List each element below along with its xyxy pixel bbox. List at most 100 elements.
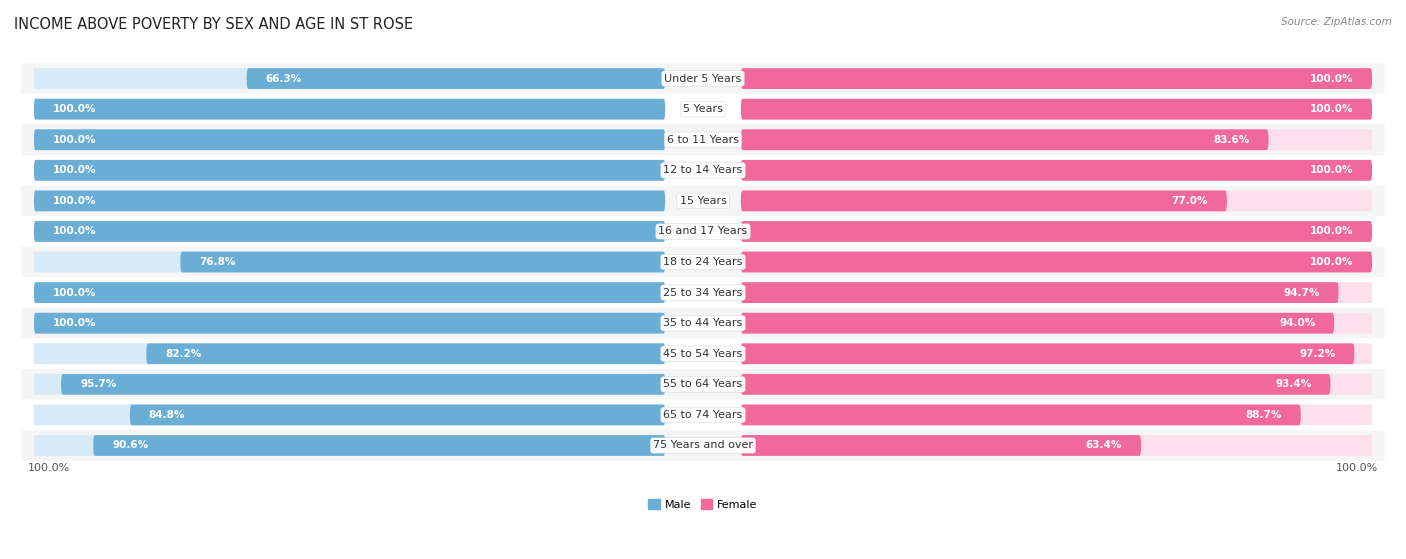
- FancyBboxPatch shape: [34, 99, 665, 120]
- Legend: Male, Female: Male, Female: [644, 495, 762, 514]
- FancyBboxPatch shape: [741, 374, 1372, 395]
- Text: 100.0%: 100.0%: [1336, 462, 1378, 472]
- FancyBboxPatch shape: [34, 313, 665, 334]
- FancyBboxPatch shape: [21, 277, 1385, 308]
- FancyBboxPatch shape: [21, 247, 1385, 277]
- Text: 100.0%: 100.0%: [28, 462, 70, 472]
- Text: 100.0%: 100.0%: [53, 104, 97, 114]
- FancyBboxPatch shape: [741, 435, 1142, 456]
- FancyBboxPatch shape: [34, 99, 665, 120]
- FancyBboxPatch shape: [34, 129, 665, 150]
- FancyBboxPatch shape: [21, 186, 1385, 216]
- FancyBboxPatch shape: [34, 343, 665, 364]
- Text: 15 Years: 15 Years: [679, 196, 727, 206]
- FancyBboxPatch shape: [34, 191, 665, 211]
- Text: 93.4%: 93.4%: [1275, 380, 1312, 389]
- FancyBboxPatch shape: [741, 191, 1372, 211]
- FancyBboxPatch shape: [34, 282, 665, 303]
- FancyBboxPatch shape: [146, 343, 665, 364]
- FancyBboxPatch shape: [741, 99, 1372, 120]
- FancyBboxPatch shape: [34, 435, 665, 456]
- Text: 100.0%: 100.0%: [53, 135, 97, 145]
- Text: 100.0%: 100.0%: [1309, 226, 1353, 236]
- FancyBboxPatch shape: [34, 313, 665, 334]
- Text: 90.6%: 90.6%: [112, 440, 148, 451]
- Text: 83.6%: 83.6%: [1213, 135, 1250, 145]
- FancyBboxPatch shape: [741, 99, 1372, 120]
- FancyBboxPatch shape: [741, 129, 1372, 150]
- FancyBboxPatch shape: [21, 369, 1385, 400]
- FancyBboxPatch shape: [246, 68, 665, 89]
- Text: 100.0%: 100.0%: [53, 196, 97, 206]
- FancyBboxPatch shape: [741, 160, 1372, 181]
- Text: 95.7%: 95.7%: [80, 380, 117, 389]
- FancyBboxPatch shape: [180, 252, 665, 272]
- Text: 82.2%: 82.2%: [166, 349, 201, 359]
- FancyBboxPatch shape: [741, 405, 1301, 425]
- FancyBboxPatch shape: [34, 160, 665, 181]
- FancyBboxPatch shape: [21, 125, 1385, 155]
- FancyBboxPatch shape: [34, 191, 665, 211]
- Text: Under 5 Years: Under 5 Years: [665, 74, 741, 84]
- FancyBboxPatch shape: [741, 282, 1339, 303]
- FancyBboxPatch shape: [741, 313, 1372, 334]
- Text: 66.3%: 66.3%: [266, 74, 302, 84]
- Text: 55 to 64 Years: 55 to 64 Years: [664, 380, 742, 389]
- Text: 94.0%: 94.0%: [1279, 318, 1315, 328]
- FancyBboxPatch shape: [741, 343, 1372, 364]
- Text: 100.0%: 100.0%: [53, 318, 97, 328]
- FancyBboxPatch shape: [741, 313, 1334, 334]
- FancyBboxPatch shape: [741, 129, 1268, 150]
- FancyBboxPatch shape: [741, 68, 1372, 89]
- FancyBboxPatch shape: [21, 430, 1385, 461]
- FancyBboxPatch shape: [21, 216, 1385, 247]
- FancyBboxPatch shape: [21, 94, 1385, 125]
- FancyBboxPatch shape: [34, 405, 665, 425]
- Text: 65 to 74 Years: 65 to 74 Years: [664, 410, 742, 420]
- Text: 84.8%: 84.8%: [149, 410, 186, 420]
- FancyBboxPatch shape: [741, 160, 1372, 181]
- FancyBboxPatch shape: [34, 252, 665, 272]
- FancyBboxPatch shape: [21, 400, 1385, 430]
- FancyBboxPatch shape: [21, 63, 1385, 94]
- Text: 18 to 24 Years: 18 to 24 Years: [664, 257, 742, 267]
- Text: 76.8%: 76.8%: [200, 257, 236, 267]
- FancyBboxPatch shape: [21, 308, 1385, 339]
- FancyBboxPatch shape: [34, 374, 665, 395]
- FancyBboxPatch shape: [741, 282, 1372, 303]
- Text: 100.0%: 100.0%: [1309, 257, 1353, 267]
- Text: 63.4%: 63.4%: [1085, 440, 1122, 451]
- Text: Source: ZipAtlas.com: Source: ZipAtlas.com: [1281, 17, 1392, 27]
- FancyBboxPatch shape: [741, 221, 1372, 242]
- FancyBboxPatch shape: [34, 221, 665, 242]
- FancyBboxPatch shape: [741, 374, 1330, 395]
- Text: 100.0%: 100.0%: [53, 165, 97, 176]
- Text: 94.7%: 94.7%: [1284, 288, 1320, 297]
- Text: 35 to 44 Years: 35 to 44 Years: [664, 318, 742, 328]
- Text: INCOME ABOVE POVERTY BY SEX AND AGE IN ST ROSE: INCOME ABOVE POVERTY BY SEX AND AGE IN S…: [14, 17, 413, 32]
- Text: 100.0%: 100.0%: [53, 288, 97, 297]
- Text: 77.0%: 77.0%: [1171, 196, 1208, 206]
- FancyBboxPatch shape: [741, 343, 1354, 364]
- FancyBboxPatch shape: [741, 68, 1372, 89]
- FancyBboxPatch shape: [21, 339, 1385, 369]
- Text: 16 and 17 Years: 16 and 17 Years: [658, 226, 748, 236]
- Text: 12 to 14 Years: 12 to 14 Years: [664, 165, 742, 176]
- FancyBboxPatch shape: [34, 160, 665, 181]
- Text: 5 Years: 5 Years: [683, 104, 723, 114]
- FancyBboxPatch shape: [34, 221, 665, 242]
- FancyBboxPatch shape: [60, 374, 665, 395]
- FancyBboxPatch shape: [21, 155, 1385, 186]
- FancyBboxPatch shape: [34, 129, 665, 150]
- Text: 100.0%: 100.0%: [53, 226, 97, 236]
- Text: 6 to 11 Years: 6 to 11 Years: [666, 135, 740, 145]
- Text: 25 to 34 Years: 25 to 34 Years: [664, 288, 742, 297]
- FancyBboxPatch shape: [741, 252, 1372, 272]
- FancyBboxPatch shape: [93, 435, 665, 456]
- Text: 97.2%: 97.2%: [1299, 349, 1336, 359]
- FancyBboxPatch shape: [741, 191, 1227, 211]
- Text: 100.0%: 100.0%: [1309, 165, 1353, 176]
- FancyBboxPatch shape: [34, 68, 665, 89]
- Text: 45 to 54 Years: 45 to 54 Years: [664, 349, 742, 359]
- Text: 100.0%: 100.0%: [1309, 104, 1353, 114]
